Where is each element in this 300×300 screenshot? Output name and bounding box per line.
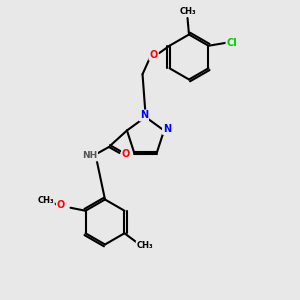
Text: NH: NH: [82, 152, 97, 160]
Text: N: N: [163, 124, 171, 134]
Text: O: O: [122, 149, 130, 160]
Text: CH₃: CH₃: [179, 7, 196, 16]
Text: O: O: [57, 200, 65, 210]
Text: O: O: [149, 50, 158, 60]
Text: N: N: [140, 110, 148, 121]
Text: CH₃: CH₃: [37, 196, 54, 205]
Text: CH₃: CH₃: [136, 241, 153, 250]
Text: Cl: Cl: [226, 38, 237, 48]
